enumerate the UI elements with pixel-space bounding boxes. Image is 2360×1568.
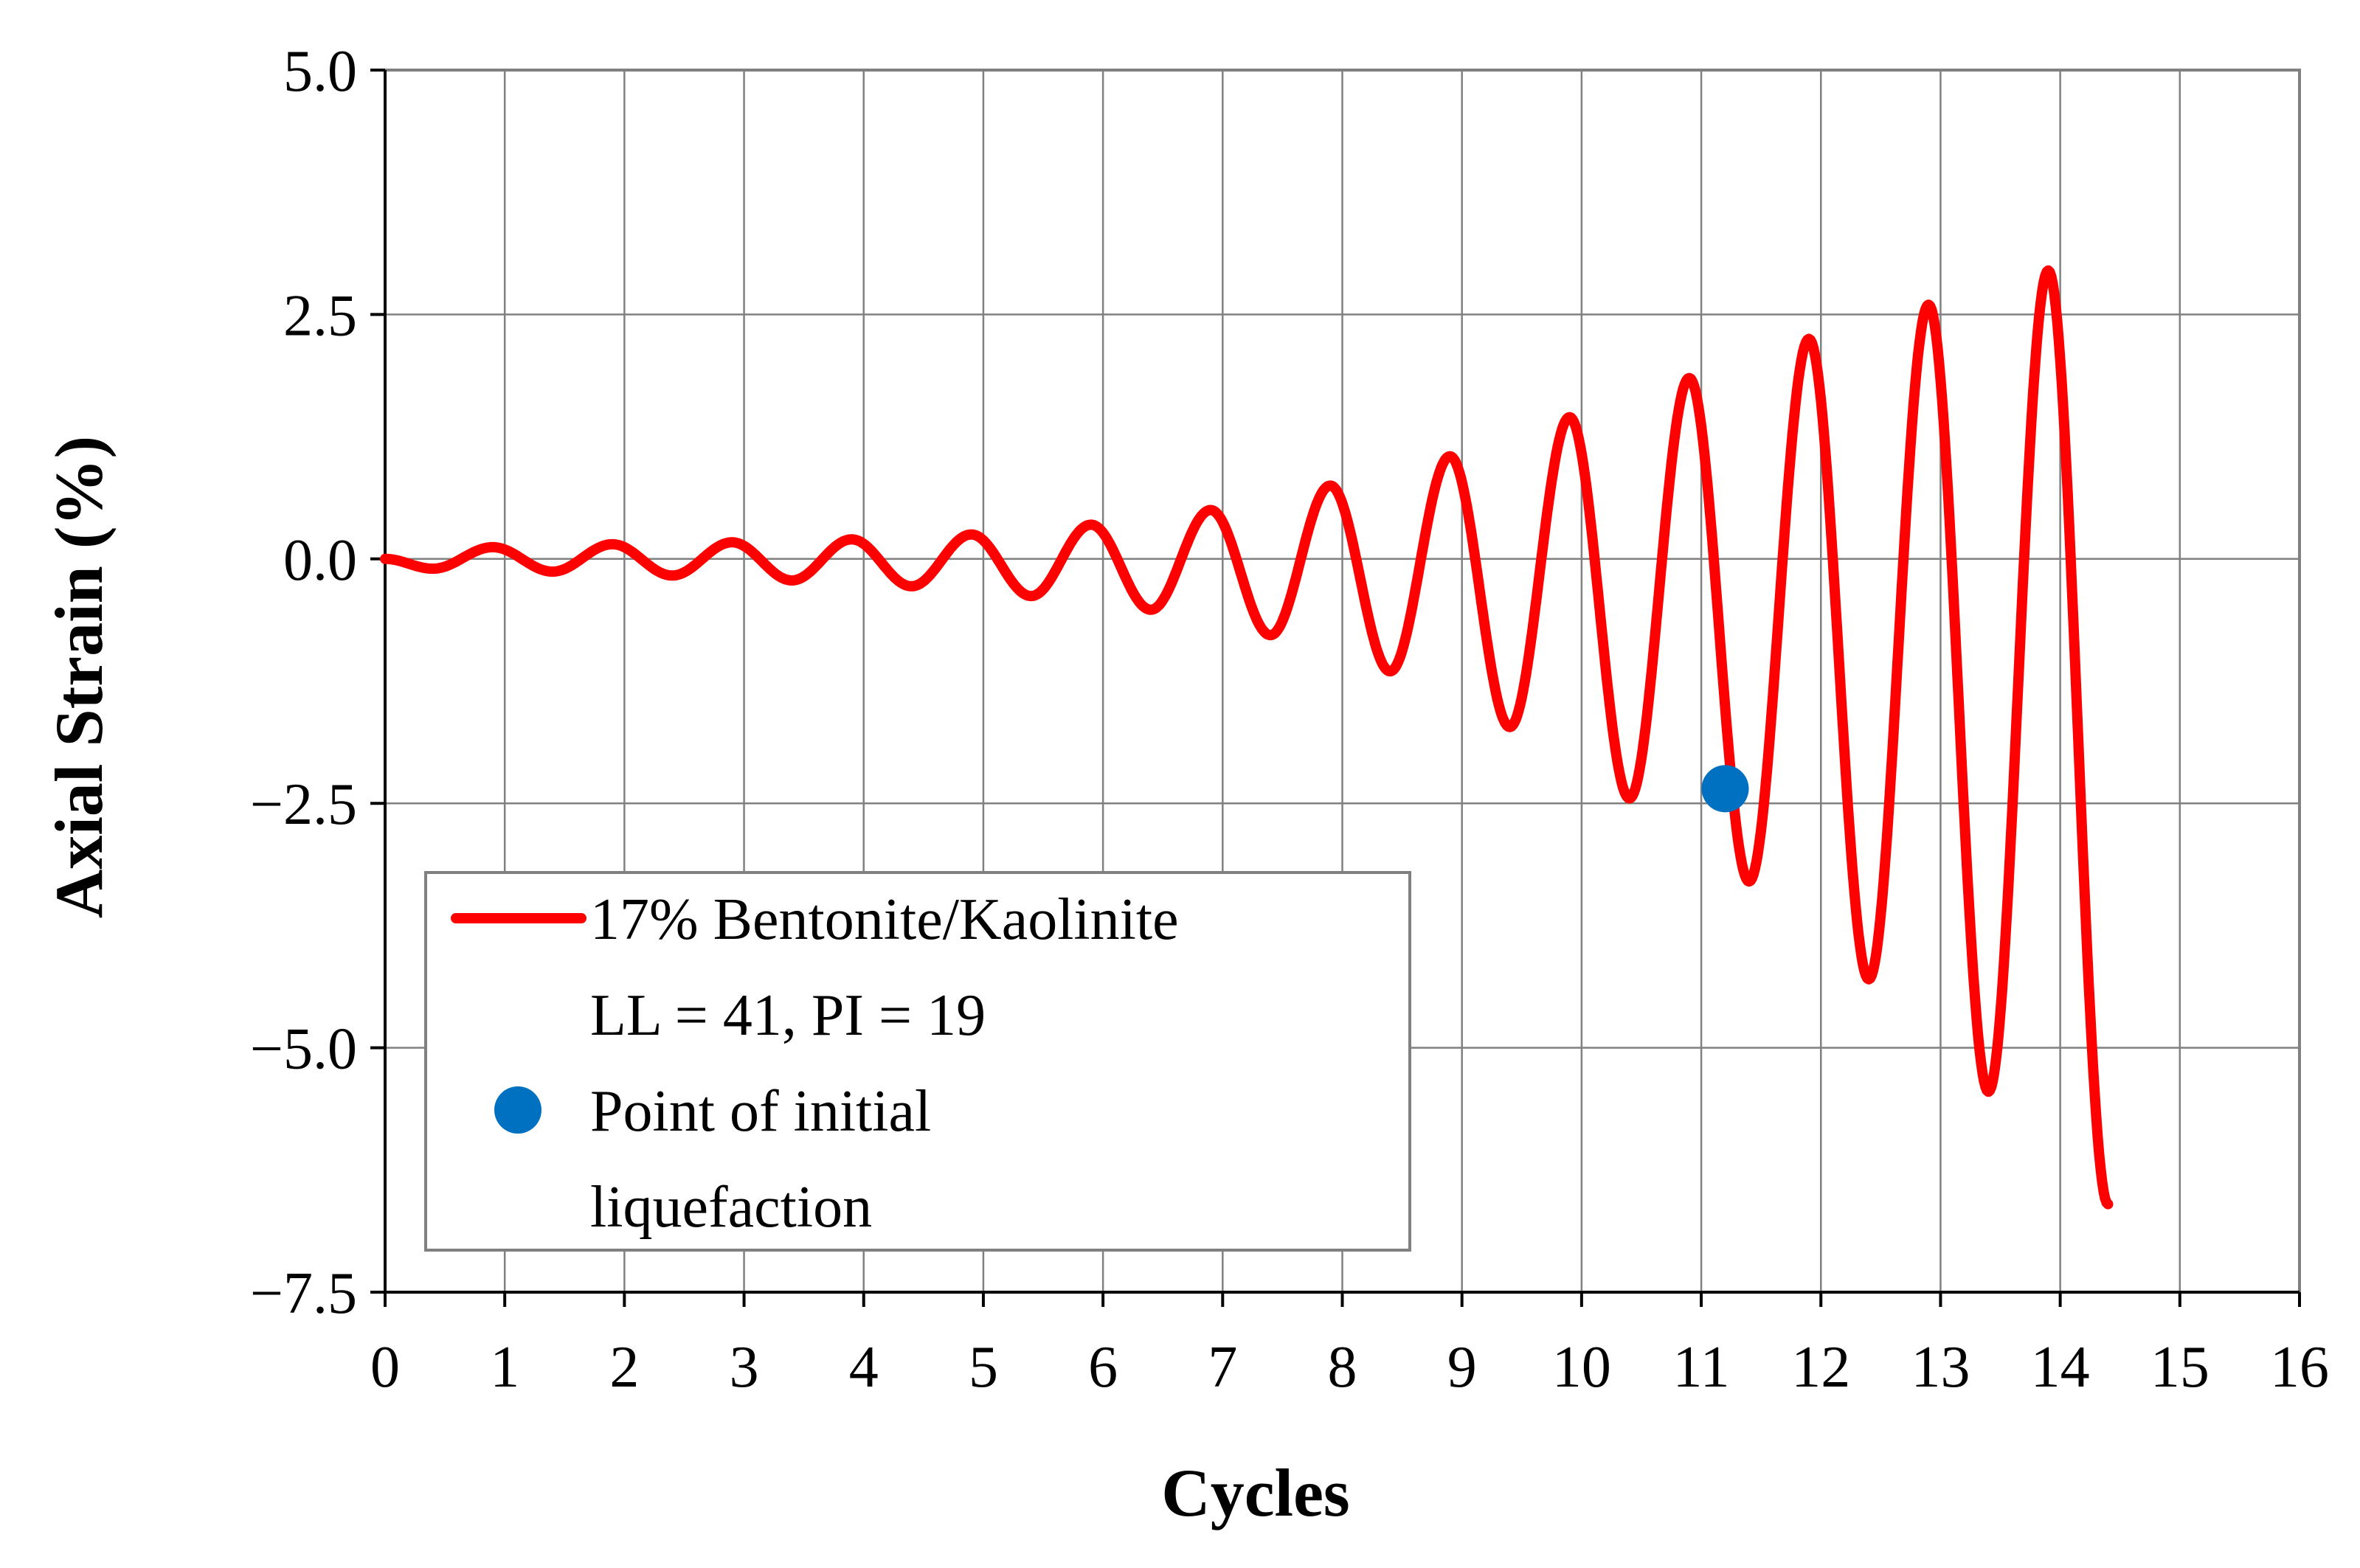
x-tick-label-0: 0 bbox=[370, 1335, 400, 1400]
strain-curve-line bbox=[380, 265, 2114, 1210]
y-tick-label-0: 5.0 bbox=[283, 39, 357, 104]
x-tick-label-5: 5 bbox=[969, 1335, 998, 1400]
x-tick-label-4: 4 bbox=[849, 1335, 879, 1400]
liquefaction-point-0 bbox=[1701, 765, 1749, 813]
legend: 17% Bentonite/Kaolinite LL = 41, PI = 19… bbox=[424, 871, 1411, 1252]
legend-liquefaction-dot-swatch bbox=[494, 1086, 541, 1134]
y-tick-label-4: −5.0 bbox=[250, 1017, 357, 1082]
axes: 0 1 2 3 4 5 6 7 8 9 10 11 12 13 14 15 165.02.50.0−2.5−5.… bbox=[250, 39, 2329, 1400]
x-tick-label-1: 1 bbox=[490, 1335, 519, 1400]
x-tick-label-16: 16 bbox=[2270, 1335, 2329, 1400]
x-tick-label-12: 12 bbox=[1791, 1335, 1850, 1400]
y-tick-label-1: 2.5 bbox=[283, 283, 357, 348]
legend-liquefaction-label: Point of initial bbox=[590, 1079, 931, 1144]
legend-box bbox=[424, 871, 1411, 1252]
x-tick-label-11: 11 bbox=[1673, 1335, 1730, 1400]
legend-series-label-line2: LL = 41, PI = 19 bbox=[590, 983, 986, 1048]
x-tick-label-9: 9 bbox=[1447, 1335, 1477, 1400]
series-area bbox=[380, 265, 2114, 1210]
y-tick-label-2: 0.0 bbox=[283, 528, 357, 593]
x-tick-label-15: 15 bbox=[2150, 1335, 2210, 1400]
x-tick-label-7: 7 bbox=[1208, 1335, 1237, 1400]
x-tick-label-2: 2 bbox=[609, 1335, 639, 1400]
x-tick-label-13: 13 bbox=[1911, 1335, 1970, 1400]
x-tick-label-3: 3 bbox=[730, 1335, 759, 1400]
x-tick-label-6: 6 bbox=[1088, 1335, 1118, 1400]
x-tick-label-10: 10 bbox=[1552, 1335, 1611, 1400]
y-axis-title: Axial Strain (%) bbox=[41, 436, 117, 918]
y-tick-label-3: −2.5 bbox=[250, 772, 357, 837]
x-tick-label-14: 14 bbox=[2031, 1335, 2090, 1400]
x-axis-title: Cycles bbox=[1161, 1455, 1349, 1530]
legend-series-label: 17% Bentonite/Kaolinite bbox=[590, 887, 1179, 952]
x-tick-label-8: 8 bbox=[1328, 1335, 1357, 1400]
y-tick-label-5: −7.5 bbox=[250, 1261, 357, 1326]
legend-liquefaction-label-line2: liquefaction bbox=[590, 1175, 872, 1240]
